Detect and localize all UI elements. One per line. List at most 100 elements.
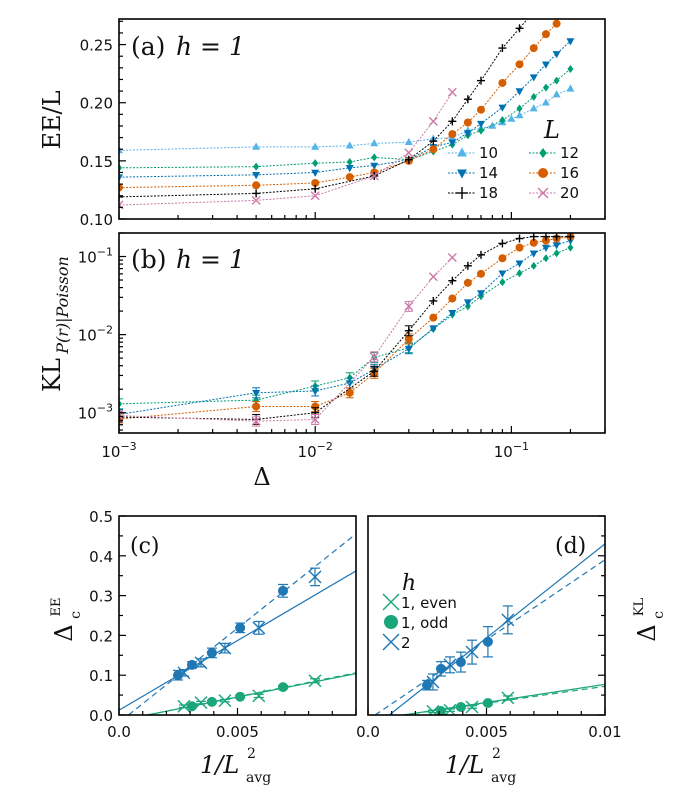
data-point-L12 (530, 92, 537, 101)
data-point-L20 (310, 414, 320, 424)
legend-item-h: 1, odd (384, 614, 448, 632)
series-line-L10 (119, 88, 571, 151)
data-point-L12 (371, 153, 378, 162)
data-point-1-even (194, 696, 208, 710)
data-point-L14 (448, 139, 457, 147)
y-tick-label: 0.15 (80, 153, 113, 171)
legend-d-title: h (402, 571, 416, 596)
data-point-L20 (447, 253, 457, 263)
data-point-L16 (448, 130, 457, 139)
data-point-L16 (448, 294, 457, 303)
y-tick-label: 10−3 (78, 402, 113, 423)
data-point-L12 (542, 83, 549, 92)
legend-marker (382, 633, 400, 651)
data-point-2-even (252, 621, 266, 635)
panel-c-ylabel-main: Δ (50, 624, 78, 641)
data-point-L10 (552, 90, 561, 98)
data-point-L12 (499, 278, 506, 287)
data-point-L16 (345, 388, 354, 397)
legend-label: 20 (560, 184, 579, 202)
legend-label: 1, even (401, 594, 457, 612)
data-point-1-even (252, 689, 266, 703)
data-point-L16 (515, 243, 524, 252)
panel-c-xlabel-sub: avg (246, 770, 271, 786)
data-point-2-odd (422, 680, 433, 691)
series-line-L14 (119, 240, 571, 415)
panel-d-ylabel-sup: KL (632, 597, 647, 616)
panel-d-ylabel-sub: c (651, 611, 667, 619)
data-point-L10 (566, 84, 575, 92)
x-tick-label: 0.0 (107, 723, 131, 741)
legend-label: 16 (560, 164, 579, 182)
panel-c-ylabel-sub: c (68, 611, 84, 619)
data-point-L20 (251, 416, 261, 426)
data-point-2-even (194, 656, 208, 670)
data-point-L18 (119, 413, 123, 422)
legend-a: 10 12 14 16 18 20 (448, 144, 579, 202)
data-point-L12 (567, 243, 574, 252)
data-point-2-odd (278, 585, 289, 596)
data-point-1-even (501, 691, 515, 705)
data-point-L14 (541, 61, 550, 69)
x-tick-label: 0.01 (588, 723, 621, 741)
data-point-1-odd (206, 696, 217, 707)
data-point-L18 (429, 296, 438, 305)
legend-marker (539, 148, 547, 158)
data-point-L12 (530, 261, 537, 270)
data-point-L18 (463, 95, 472, 104)
series-line-L20 (119, 257, 453, 422)
data-point-L16 (429, 145, 438, 154)
legend-label: 2 (401, 634, 411, 652)
data-point-L14 (552, 242, 561, 250)
panel-b-xlabel: Δ (253, 463, 270, 491)
data-point-L14 (498, 104, 507, 112)
data-point-L14 (252, 389, 261, 398)
data-point-1-odd (235, 691, 246, 702)
data-point-L16 (311, 402, 320, 411)
data-point-L20 (428, 116, 438, 126)
legend-marker (382, 593, 400, 611)
data-point-L20 (404, 148, 414, 158)
data-point-L14 (529, 250, 538, 258)
data-point-L14 (345, 380, 354, 388)
data-point-L12 (499, 116, 506, 125)
data-point-L16 (252, 402, 261, 411)
plot-frame-b (118, 232, 606, 434)
data-point-L16 (119, 183, 123, 192)
data-point-L14 (311, 388, 320, 396)
data-point-1-odd (186, 701, 197, 712)
panel-d-ylabel-main: Δ (633, 624, 661, 641)
x-tick-label: 10−3 (101, 440, 136, 461)
panel-d-xlabel-sub: avg (491, 770, 516, 786)
legend-marker (537, 187, 549, 199)
data-point-L16 (498, 254, 507, 263)
x-tick-label: 0.005 (465, 723, 508, 741)
data-point-1-odd (435, 706, 446, 715)
panel-c: 0.0 0.005 0.0 0.1 0.2 0.3 0.4 0.5 (89, 508, 357, 741)
legend-marker (538, 168, 548, 178)
data-point-L16 (476, 269, 485, 278)
data-point-L16 (404, 334, 413, 343)
data-point-L18 (498, 44, 507, 53)
data-point-L16 (498, 78, 507, 87)
data-point-1-odd (482, 698, 493, 709)
panel-b-ylabel: KL P(r)|Poisson (38, 256, 72, 392)
data-point-L14 (529, 74, 538, 82)
data-point-L18 (463, 261, 472, 270)
data-point-2-odd (482, 636, 493, 647)
data-point-L16 (463, 118, 472, 127)
data-point-L14 (252, 172, 261, 180)
x-tick-label: 10−2 (298, 440, 333, 461)
data-point-L18 (119, 192, 123, 201)
x-tick-label: 10−1 (494, 440, 529, 461)
data-point-L12 (253, 162, 260, 171)
data-point-L14 (541, 244, 550, 253)
data-point-L14 (566, 38, 575, 46)
data-point-2-even (443, 658, 457, 672)
fit-line-solid (119, 570, 356, 711)
data-point-L18 (370, 367, 379, 376)
legend-a-title: L (543, 116, 560, 144)
data-point-L10 (311, 142, 320, 150)
data-point-L14 (476, 120, 485, 129)
y-tick-label: 0.25 (80, 37, 113, 55)
